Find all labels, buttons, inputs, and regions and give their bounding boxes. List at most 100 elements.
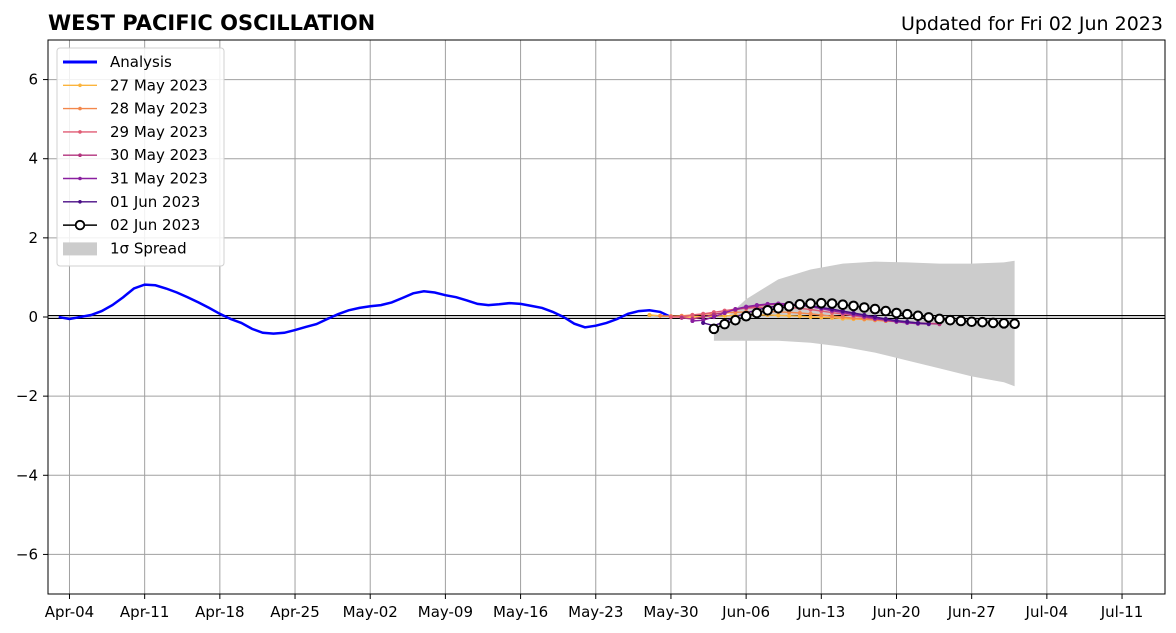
forecast-point (858, 302, 870, 313)
legend-label: 28 May 2023 (110, 100, 208, 118)
x-tick-label: Apr-11 (120, 603, 170, 621)
forecast-point (690, 318, 695, 324)
forecast-point (944, 314, 956, 326)
legend-label: 27 May 2023 (110, 76, 208, 94)
x-tick-label: May-16 (493, 603, 548, 621)
forecast-point (744, 304, 749, 309)
legend-entry: 01 Jun 2023 (63, 193, 200, 211)
x-tick-label: Jul-11 (1100, 603, 1144, 621)
series-7 (708, 297, 1020, 335)
forecast-point (719, 318, 730, 330)
forecast-point (966, 316, 977, 328)
legend-label: Analysis (110, 53, 172, 71)
forecast-point (872, 314, 878, 320)
forecast-point (701, 320, 706, 326)
series-0 (58, 283, 672, 335)
forecast-point (883, 316, 888, 322)
chart-title: WEST PACIFIC OSCILLATION (48, 11, 375, 35)
forecast-point (837, 299, 849, 311)
x-tick-label: May-23 (568, 603, 623, 621)
y-tick-label: 0 (28, 308, 38, 326)
forecast-point (955, 315, 967, 327)
y-axis: −6 −4 −2 0 2 4 6 (16, 71, 48, 563)
legend-label: 30 May 2023 (110, 146, 208, 164)
x-tick-label: May-02 (343, 603, 398, 621)
forecast-point (977, 316, 988, 328)
forecast-point (848, 300, 859, 312)
forecast-point (797, 310, 802, 316)
forecast-point (740, 310, 752, 322)
x-tick-label: Apr-04 (45, 603, 95, 621)
x-tick-label: Jun-06 (721, 603, 770, 621)
forecast-point (805, 298, 816, 309)
forecast-point (816, 297, 827, 309)
forecast-point (901, 308, 913, 320)
legend-entry: 1σ Spread (63, 239, 187, 257)
legend-entry: 31 May 2023 (63, 170, 208, 188)
legend-marker (78, 176, 82, 181)
forecast-point (862, 312, 867, 318)
legend-label: 01 Jun 2023 (110, 193, 200, 211)
spread-area (713, 260, 1015, 387)
legend-entry: 30 May 2023 (63, 146, 208, 164)
legend-marker (78, 153, 82, 157)
analysis-line (58, 283, 672, 335)
forecast-point (786, 313, 792, 318)
forecast-point (987, 317, 999, 329)
legend-marker (78, 130, 82, 134)
legend-label: 29 May 2023 (110, 123, 208, 141)
forecast-point (762, 304, 773, 316)
legend-label: 1σ Spread (110, 239, 187, 257)
chart-subtitle: Updated for Fri 02 Jun 2023 (901, 13, 1163, 35)
spread-band (713, 260, 1015, 387)
forecast-point (869, 303, 881, 315)
forecast-point (891, 307, 902, 319)
forecast-point (923, 312, 935, 323)
forecast-point (730, 314, 741, 326)
y-tick-label: −2 (16, 387, 38, 405)
forecast-point (912, 310, 924, 322)
legend-entry: 02 Jun 2023 (63, 216, 200, 234)
forecast-point (722, 310, 727, 316)
forecast-point (711, 314, 717, 320)
forecast-point (679, 315, 684, 320)
forecast-point (894, 318, 899, 323)
y-tick-label: −4 (16, 466, 38, 484)
forecast-point (708, 323, 720, 335)
legend-marker (74, 219, 86, 231)
forecast-point (776, 313, 781, 318)
legend: Analysis 27 May 2023 28 May 2023 29 May 202… (56, 47, 225, 267)
forecast-point (794, 299, 806, 310)
forecast-point (998, 318, 1010, 329)
forecast-point (690, 312, 695, 318)
legend-box (56, 47, 225, 267)
forecast-point (829, 314, 835, 319)
y-tick-label: 6 (28, 71, 38, 89)
forecast-point (826, 298, 838, 309)
y-tick-label: −6 (16, 545, 38, 563)
x-tick-label: May-30 (643, 603, 698, 621)
legend-entry: 28 May 2023 (63, 100, 208, 118)
x-tick-label: Jul-04 (1025, 603, 1069, 621)
x-tick-label: Jun-20 (872, 603, 921, 621)
x-tick-label: Jun-27 (947, 603, 996, 621)
forecast-point (880, 305, 892, 317)
forecast-point (783, 301, 795, 312)
forecast-point (751, 307, 763, 319)
x-tick-label: Apr-25 (270, 603, 320, 621)
y-tick-label: 2 (28, 229, 38, 247)
series-layer (58, 283, 1020, 335)
forecast-point (647, 312, 652, 318)
legend-swatch (63, 242, 97, 256)
legend-label: 31 May 2023 (110, 170, 208, 188)
legend-entry: 27 May 2023 (63, 76, 208, 94)
forecast-point (915, 320, 921, 326)
x-tick-label: May-09 (418, 603, 473, 621)
legend-marker (78, 200, 82, 204)
forecast-point (1009, 318, 1020, 330)
forecast-point (934, 313, 945, 325)
forecast-point (733, 306, 738, 312)
forecast-point (658, 313, 663, 318)
legend-marker (78, 106, 82, 111)
